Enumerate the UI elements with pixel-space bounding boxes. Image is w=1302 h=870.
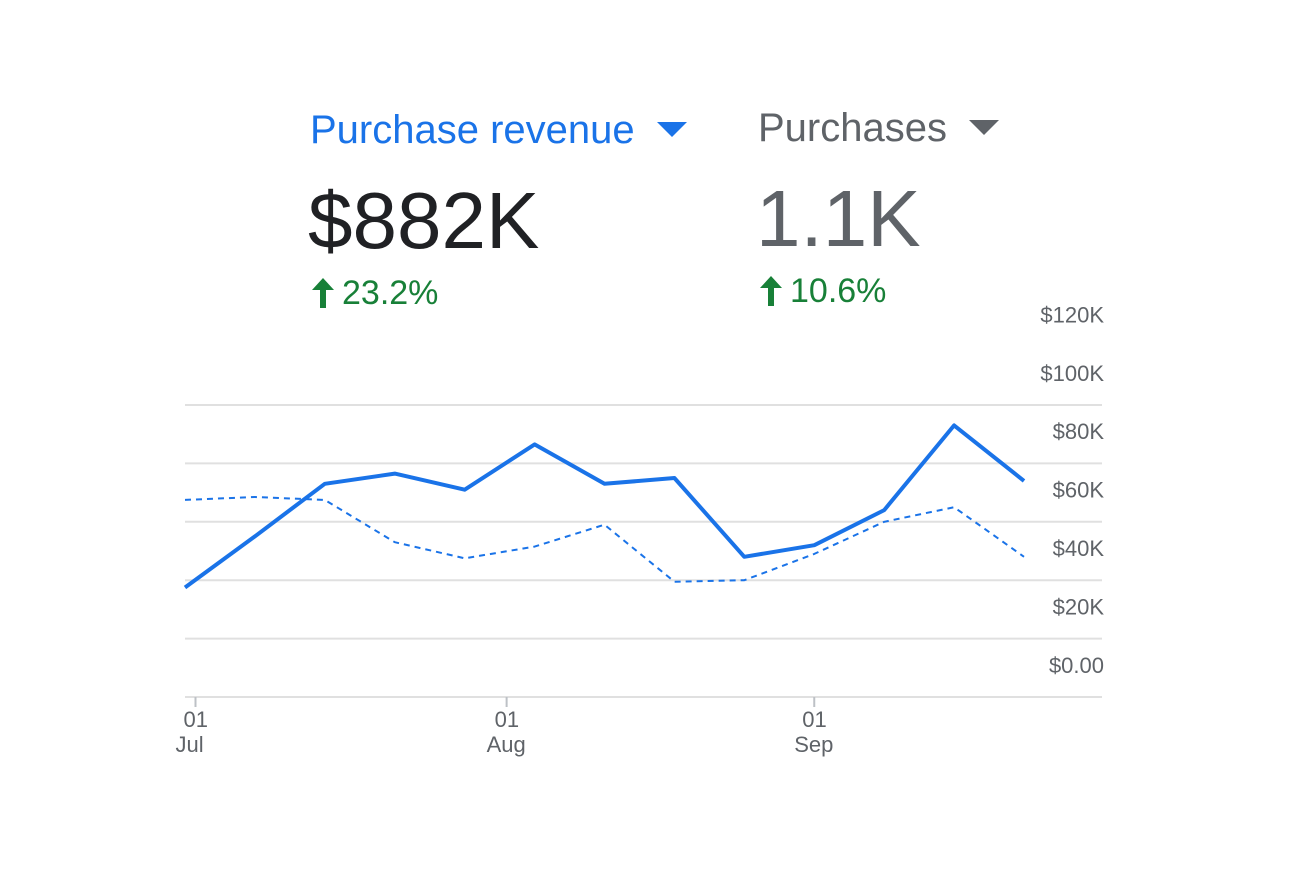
metric-header-revenue[interactable]: Purchase revenue [310,106,687,154]
x-tick-day: 01 [183,707,207,732]
metric-label: Purchase revenue [310,108,635,152]
y-tick-label: $120K [1040,302,1104,327]
x-tick-month: Jul [175,732,203,757]
x-tick-day: 01 [802,707,826,732]
metric-purchases[interactable]: Purchases 1.1K 10.6% [756,104,999,310]
arrow-up-icon [312,278,334,308]
metric-value: $882K [308,176,540,265]
metric-change: 10.6% [760,271,886,311]
y-tick-label: $0.00 [1049,653,1104,678]
y-tick-label: $40K [1053,536,1105,561]
grid-lines [185,404,1102,698]
series-lines [183,423,1026,590]
x-tick-day: 01 [495,707,519,732]
y-axis: $0.00 $20K $40K $60K $80K $100K $120K [1040,302,1104,677]
arrow-up-icon [760,276,782,306]
caret-down-icon [968,120,999,135]
metric-change-value: 10.6% [790,272,887,310]
metric-change: 23.2% [312,273,438,313]
metric-purchase-revenue[interactable]: Purchase revenue $882K 23.2% [308,106,687,312]
series-line-comparison [184,496,1025,583]
series-line-current [183,423,1026,590]
metric-value: 1.1K [756,174,921,263]
y-tick-label: $100K [1040,361,1104,386]
y-tick-label: $80K [1053,419,1105,444]
y-tick-label: $60K [1053,478,1105,503]
metric-change-value: 23.2% [342,274,439,312]
x-tick-month: Sep [794,732,833,757]
metric-label: Purchases [758,106,947,150]
y-tick-label: $20K [1053,594,1105,619]
x-tick-month: Aug [487,732,526,757]
caret-down-icon [656,122,687,137]
metric-header-purchases[interactable]: Purchases [758,104,999,152]
